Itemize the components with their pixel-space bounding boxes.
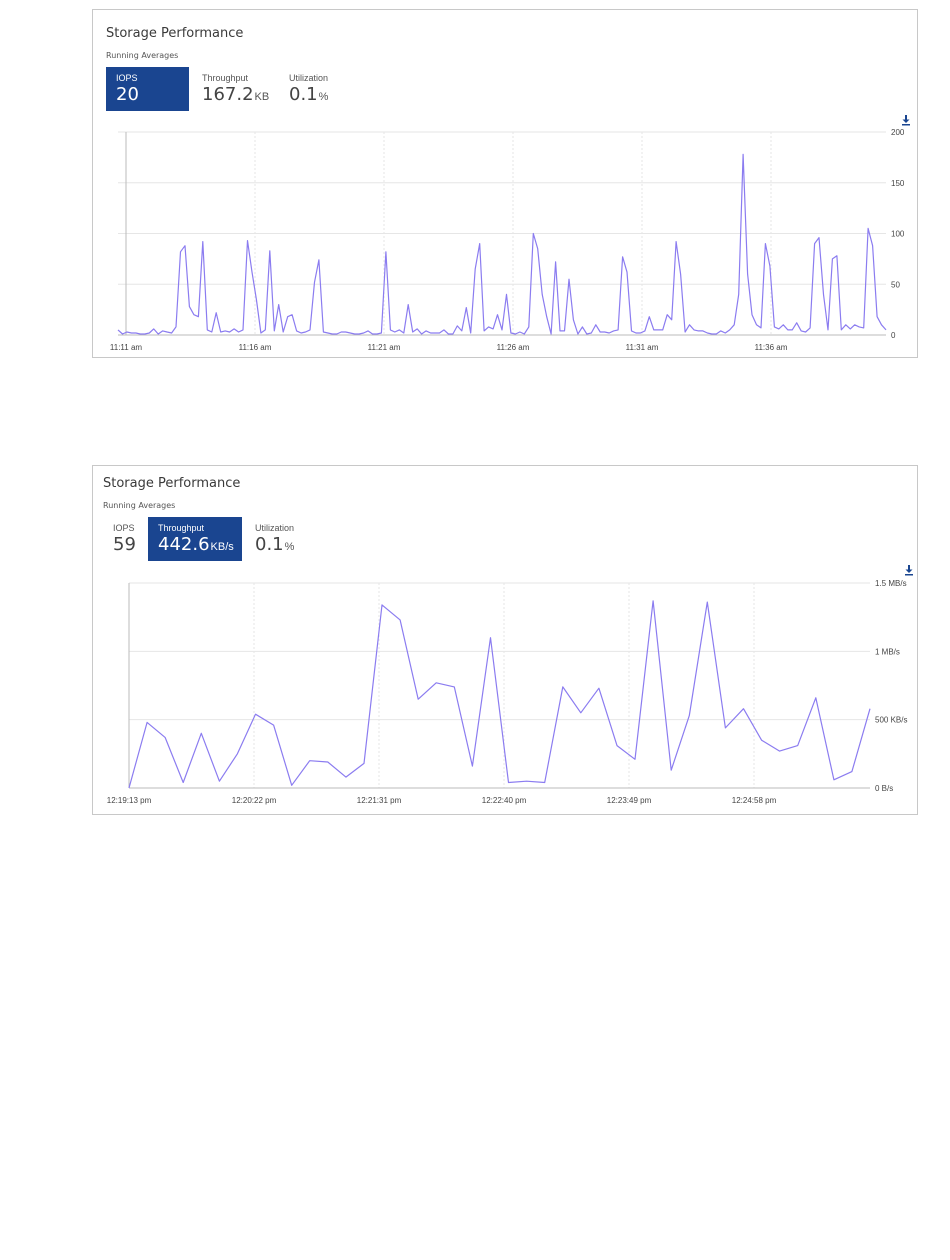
metric-value: 20 [116,84,139,105]
y-tick-label: 1.5 MB/s [875,579,907,588]
y-tick-label: 100 [891,230,905,239]
metric-value: 0.1 [289,84,318,105]
y-tick-label: 150 [891,179,905,188]
x-tick-label: 12:24:58 pm [732,796,777,805]
y-tick-label: 0 B/s [875,784,893,793]
metric-label: Throughput [202,73,249,83]
metric-value: 0.1 [255,534,284,555]
metric-value: 59 [113,534,136,555]
download-icon[interactable] [903,564,915,576]
y-tick-label: 500 KB/s [875,716,907,725]
x-tick-label: 11:36 am [755,343,788,352]
y-tick-label: 50 [891,280,900,289]
x-tick-label: 11:16 am [239,343,272,352]
x-tick-label: 12:22:40 pm [482,796,527,805]
x-tick-label: 11:11 am [110,343,143,352]
x-tick-label: 12:23:49 pm [607,796,652,805]
series-line [117,153,887,335]
metric-label: Utilization [289,73,329,83]
x-tick-label: 12:21:31 pm [357,796,402,805]
metric-tab-utilization[interactable]: Utilization 0.1% [279,67,349,111]
y-tick-label: 200 [891,128,905,137]
metric-tab-throughput[interactable]: Throughput 442.6KB/s [148,517,242,561]
x-tick-label: 11:21 am [368,343,401,352]
metric-label: Utilization [255,523,295,533]
metric-unit: % [318,91,329,103]
storage-performance-panel: Storage Performance Running Averages IOP… [92,465,918,815]
x-tick-label: 12:20:22 pm [232,796,277,805]
y-tick-label: 1 MB/s [875,647,900,656]
metric-label: Throughput [158,523,205,533]
download-icon[interactable] [900,114,912,126]
metric-value: 167.2 [202,84,254,105]
metric-label: IOPS [116,73,138,83]
metric-unit: KB/s [210,541,234,553]
panel-title: Storage Performance [106,26,244,41]
metric-tab-utilization[interactable]: Utilization 0.1% [245,517,319,561]
panel-title: Storage Performance [103,476,241,491]
throughput-line-chart: 0 B/s 500 KB/s 1 MB/s 1.5 MB/s 12:19:13 pm 12… [107,579,908,805]
metric-tab-iops[interactable]: IOPS 20 [106,67,189,111]
metric-value: 442.6 [158,534,210,555]
metric-unit: KB [254,91,270,103]
metric-tab-iops[interactable]: IOPS 59 [103,517,149,561]
y-tick-label: 0 [891,331,896,340]
storage-performance-panel: Storage Performance Running Averages IOP… [92,9,918,358]
panel-subtitle: Running Averages [106,51,179,60]
x-tick-label: 12:19:13 pm [107,796,152,805]
metric-unit: % [284,541,295,553]
panel-subtitle: Running Averages [103,501,176,510]
x-tick-label: 11:26 am [497,343,530,352]
series-line [128,600,871,789]
metric-tab-throughput[interactable]: Throughput 167.2KB [192,67,274,111]
metric-label: IOPS [113,523,135,533]
iops-line-chart: 0 50 100 150 200 11:11 am 11:16 am 11:21 am 11:2… [110,128,905,352]
x-tick-label: 11:31 am [626,343,659,352]
